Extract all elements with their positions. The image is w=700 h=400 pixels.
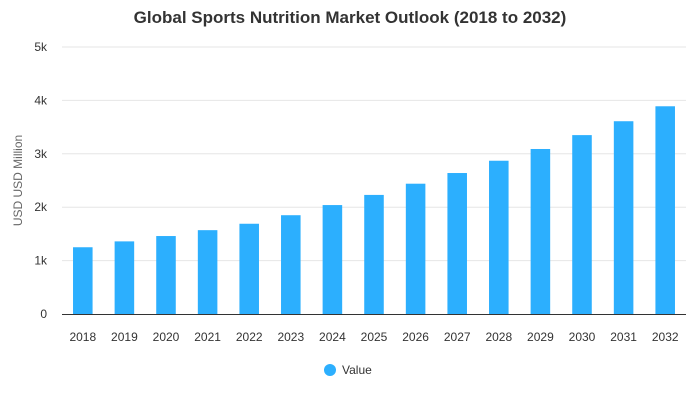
- x-tick-label: 2028: [485, 330, 512, 344]
- bar-2021[interactable]: [197, 230, 218, 314]
- legend-label: Value: [342, 363, 372, 377]
- bar-2030[interactable]: [572, 135, 592, 314]
- x-tick-label: 2031: [610, 330, 637, 344]
- x-tick-label: 2020: [153, 330, 180, 344]
- x-tick-label: 2027: [444, 330, 471, 344]
- chart-title: Global Sports Nutrition Market Outlook (…: [133, 8, 567, 27]
- y-tick-label: 3k: [34, 147, 48, 161]
- x-tick-label: 2023: [277, 330, 304, 344]
- legend[interactable]: Value: [324, 363, 372, 377]
- bar-2026[interactable]: [405, 183, 426, 314]
- bars: [73, 106, 675, 314]
- x-tick-label: 2018: [69, 330, 96, 344]
- bar-2018[interactable]: [73, 247, 93, 314]
- x-tick-label: 2019: [111, 330, 138, 344]
- x-tick-label: 2029: [527, 330, 554, 344]
- y-tick-label: 1k: [34, 254, 48, 268]
- bar-2028[interactable]: [489, 160, 509, 314]
- bar-2022[interactable]: [239, 223, 259, 314]
- x-tick-label: 2022: [236, 330, 263, 344]
- x-tick-label: 2026: [402, 330, 429, 344]
- bar-2031[interactable]: [613, 121, 634, 314]
- axes: 0 1k 2k 3k 4k 5k 2018 2019 2020 2021 2022 2023 2024 2…: [34, 40, 686, 344]
- y-tick-label: 0: [40, 307, 47, 321]
- x-tick-label: 2024: [319, 330, 346, 344]
- bar-2024[interactable]: [322, 205, 343, 314]
- bar-2025[interactable]: [364, 194, 384, 314]
- bar-2032[interactable]: [655, 106, 675, 314]
- bar-2027[interactable]: [447, 173, 467, 314]
- x-tick-label: 2025: [361, 330, 388, 344]
- y-axis-title: USD USD Million: [11, 135, 25, 226]
- x-tick-label: 2021: [194, 330, 221, 344]
- bar-2023[interactable]: [281, 215, 301, 314]
- y-tick-label: 5k: [34, 40, 48, 54]
- bar-2020[interactable]: [156, 236, 176, 314]
- x-tick-label: 2032: [652, 330, 679, 344]
- y-tick-label: 2k: [34, 200, 48, 214]
- x-tick-label: 2030: [569, 330, 596, 344]
- bar-2029[interactable]: [530, 148, 551, 314]
- y-tick-label: 4k: [34, 93, 48, 107]
- bar-2019[interactable]: [114, 241, 135, 314]
- legend-marker: [324, 364, 336, 376]
